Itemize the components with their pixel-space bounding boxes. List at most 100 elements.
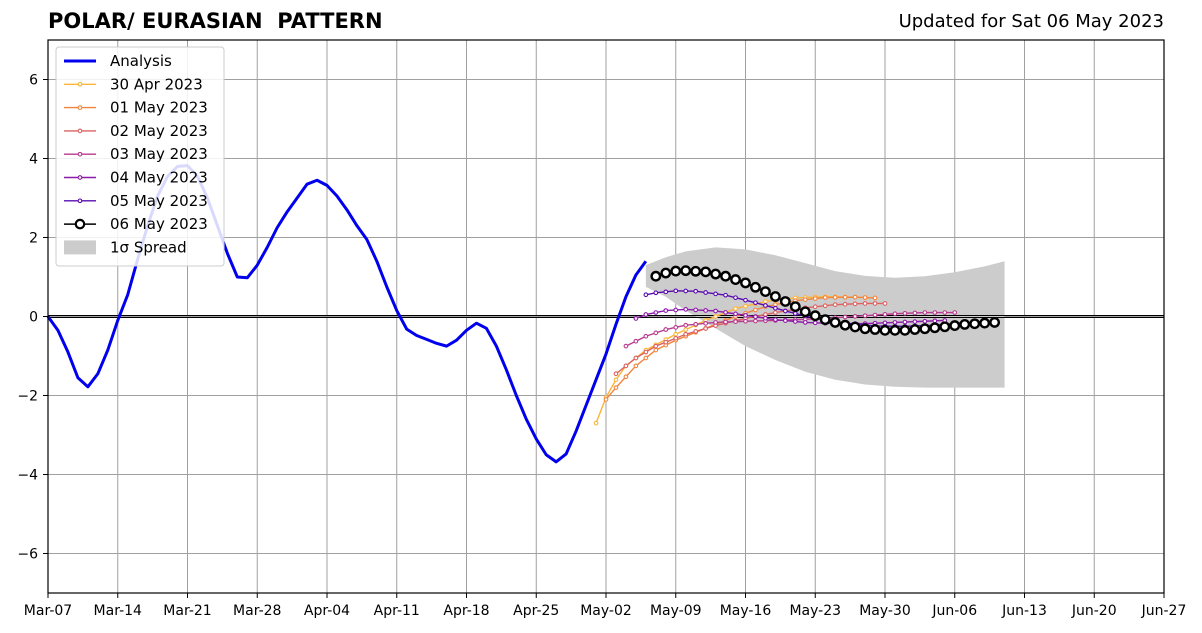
latest-forecast-point [710,268,722,280]
forecast-point [683,327,689,333]
y-tick-label: −2 [17,389,38,405]
forecast-point [882,301,888,306]
legend-label: 06 May 2023 [110,215,208,233]
latest-forecast-point [809,310,821,322]
forecast-point [663,289,669,295]
latest-forecast-point [859,323,871,335]
legend-swatch-marker [77,175,83,180]
forecast-point [643,333,649,339]
forecast-point [783,318,788,323]
forecast-point [653,330,659,336]
latest-forecast-point [899,324,911,336]
y-tick-label: 0 [29,310,38,326]
x-tick-label: Jun-06 [931,603,977,619]
forecast-point [663,327,669,332]
chart-title: POLAR/ EURASIAN PATTERN [48,9,383,33]
forecast-point [753,314,758,320]
y-tick-label: −6 [17,547,38,563]
latest-forecast-point [929,322,941,334]
forecast-point [673,331,679,337]
forecast-point [683,331,689,337]
forecast-point [713,308,718,314]
forecast-point [882,312,888,317]
forecast-point [932,318,938,324]
forecast-point [653,343,659,349]
forecast-point [822,303,828,309]
forecast-point [633,338,639,344]
forecast-point [892,311,898,317]
latest-forecast-point [670,265,682,277]
forecast-point [733,311,738,317]
forecast-point [733,319,738,324]
forecast-point [812,296,818,301]
latest-forecast-point [939,321,951,333]
forecast-point [753,307,758,313]
latest-forecast-point [969,318,981,330]
x-tick-label: May-30 [859,603,911,619]
latest-forecast-point [909,324,921,335]
x-tick-label: Mar-07 [24,603,72,619]
legend-label: Analysis [110,52,172,70]
forecast-point [743,303,748,309]
x-tick-label: May-09 [650,603,702,619]
x-tick-label: Apr-18 [443,603,489,619]
forecast-point [872,295,878,301]
forecast-point [892,320,898,325]
latest-forecast-point [779,296,791,307]
latest-forecast-point [660,267,672,279]
legend-swatch-marker [74,218,86,230]
forecast-point [673,335,679,341]
y-tick-label: 6 [29,73,38,89]
latest-forecast-point [730,274,741,285]
forecast-point [653,310,659,315]
forecast-point [643,292,649,298]
forecast-point [773,305,778,311]
forecast-point [623,374,629,380]
latest-forecast-point [919,323,931,335]
forecast-point [912,319,918,324]
latest-forecast-point [879,324,891,336]
forecast-point [673,288,679,294]
forecast-point [613,377,619,383]
x-tick-label: Jun-27 [1141,603,1187,619]
legend-swatch-marker [77,151,83,157]
forecast-point [802,320,808,325]
forecast-point [633,363,639,369]
forecast-point [773,317,778,323]
legend-box [55,46,225,267]
forecast-point [872,312,878,318]
forecast-point [693,321,699,327]
forecast-point [743,312,748,318]
forecast-point [792,319,798,324]
latest-forecast-layer [650,265,1001,336]
legend: Analysis 30 Apr 2023 01 May 2023 02 May 202… [55,46,225,267]
legend-label: 01 May 2023 [110,99,208,117]
forecast-point [693,329,699,334]
forecast-point [703,326,708,331]
x-tick-label: Jun-20 [1071,603,1117,619]
y-tick-label: 2 [29,231,38,247]
y-tick-label: 4 [29,152,38,168]
forecast-point [743,297,748,303]
forecast-point [922,310,928,315]
x-tick-label: May-02 [580,603,632,619]
forecast-point [872,301,878,306]
forecast-point [733,295,738,301]
chart-subtitle: Updated for Sat 06 May 2023 [898,11,1164,32]
latest-forecast-point [720,270,731,282]
forecast-point [713,314,718,319]
forecast-point [623,363,629,369]
y-tick-label: −4 [17,468,38,484]
forecast-point [713,291,718,297]
forecast-point [733,306,738,311]
x-tick-label: Apr-04 [304,603,350,619]
forecast-point [693,288,699,294]
forecast-point [673,325,679,330]
forecast-point [653,290,659,296]
forecast-point [683,288,689,294]
legend-label: 05 May 2023 [110,192,208,210]
forecast-point [862,295,868,300]
legend-swatch-spread [64,240,96,255]
forecast-point [643,355,649,361]
